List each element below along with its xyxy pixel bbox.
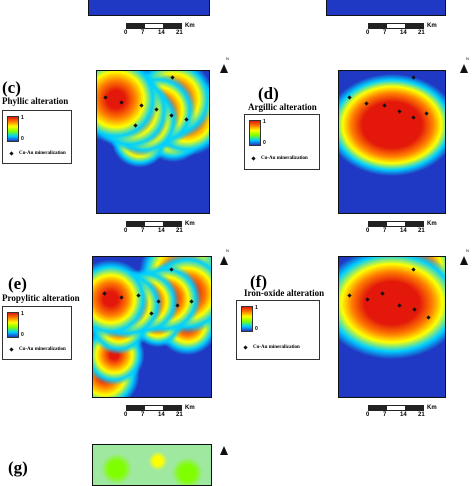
scale-tick-d-0: 0 [366,228,370,234]
map-panel-b [326,0,446,16]
scale-unit-e: Km [185,405,195,411]
legend-c-min: 0 [21,136,24,142]
panel-e-letter: (e) [8,274,27,293]
scale-tick-a-3: 21 [176,30,183,36]
legend-c-deposit: Cu-Au mineralization [19,151,66,156]
scale-tick-b-3: 21 [418,30,425,36]
scale-bar-f [368,405,424,411]
north-label-f: N [466,248,469,253]
diamond-icon [9,151,14,156]
scale-tick-c-1: 7 [141,228,145,234]
map-panel-a [88,0,210,16]
scale-tick-d-2: 14 [400,228,407,234]
scale-tick-d-1: 7 [383,228,387,234]
legend-f-min: 0 [255,326,258,332]
scale-tick-f-2: 14 [400,412,407,418]
panel-d-title: Argillic alteration [248,102,317,112]
legend-f-colorbar [241,306,253,332]
scale-tick-f-3: 21 [418,412,425,418]
diamond-icon [251,156,256,161]
panel-c-letter: (c) [2,78,21,97]
legend-d-colorbar [249,120,261,146]
scale-tick-b-2: 14 [400,30,407,36]
legend-e-deposit: Cu-Au mineralization [19,347,66,352]
panel-e-title: Propylitic alteration [2,293,80,303]
panel-d-letter: (d) [258,84,279,103]
scale-unit-b: Km [427,23,437,29]
scale-tick-f-1: 7 [383,412,387,418]
legend-e-max: 1 [21,311,24,317]
legend-d-deposit: Cu-Au mineralization [261,156,308,161]
legend-f: 1 0 Cu-Au mineralization [236,300,320,360]
scale-tick-c-3: 21 [176,228,183,234]
scale-tick-a-1: 7 [141,30,145,36]
panel-f-letter: (f) [250,272,267,291]
scale-bar-e [126,405,182,411]
legend-e-colorbar [7,312,19,338]
map-panel-c [96,70,210,214]
scale-bar-d [368,221,424,227]
legend-c: 1 0 Cu-Au mineralization [2,110,72,164]
scale-tick-e-0: 0 [124,412,128,418]
scale-tick-d-3: 21 [418,228,425,234]
scale-unit-a: Km [185,23,195,29]
north-arrow-icon [220,446,228,455]
legend-d: 1 0 Cu-Au mineralization [244,114,320,170]
north-arrow-icon [220,64,228,73]
legend-f-max: 1 [255,305,258,311]
diamond-icon [9,347,14,352]
scale-tick-a-2: 14 [158,30,165,36]
scale-bar-c [126,221,182,227]
scale-tick-c-0: 0 [124,228,128,234]
north-arrow-icon [220,256,228,265]
scale-tick-e-1: 7 [141,412,145,418]
map-panel-d [338,70,446,214]
map-panel-e [92,256,212,398]
legend-d-max: 1 [263,119,266,125]
scale-tick-b-0: 0 [366,30,370,36]
scale-tick-e-3: 21 [176,412,183,418]
scale-unit-f: Km [427,405,437,411]
north-arrow-icon [460,64,468,73]
panel-c-title: Phyllic alteration [2,96,69,106]
scale-tick-c-2: 14 [158,228,165,234]
scale-tick-b-1: 7 [383,30,387,36]
map-panel-g [92,444,212,486]
legend-e-min: 0 [21,332,24,338]
scale-bar-b [368,23,424,29]
legend-c-max: 1 [21,115,24,121]
scale-unit-c: Km [185,221,195,227]
legend-d-min: 0 [263,140,266,146]
north-label-c: N [226,56,229,61]
scale-unit-d: Km [427,221,437,227]
legend-e: 1 0 Cu-Au mineralization [2,306,72,360]
panel-g-letter: (g) [8,458,28,477]
scale-tick-a-0: 0 [124,30,128,36]
north-label-d: N [466,56,469,61]
map-panel-f [338,256,446,398]
scale-tick-e-2: 14 [158,412,165,418]
north-arrow-icon [460,256,468,265]
legend-c-colorbar [7,116,19,142]
legend-f-deposit: Cu-Au mineralization [253,345,300,350]
diamond-icon [243,345,248,350]
scale-bar-a [126,23,182,29]
north-label-e: N [226,248,229,253]
scale-tick-f-0: 0 [366,412,370,418]
panel-f-title: Iron-oxide alteration [244,288,325,298]
